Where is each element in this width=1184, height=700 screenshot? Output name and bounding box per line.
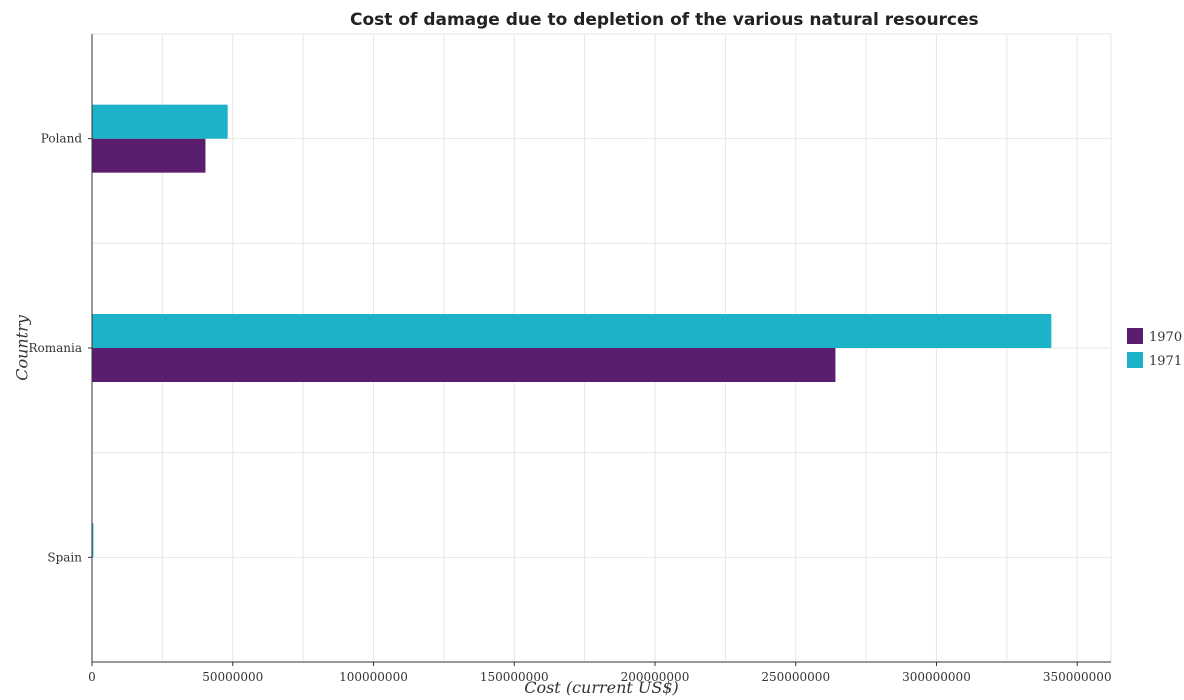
legend-swatch-1971 [1127, 352, 1143, 368]
x-tick-label: 300000000 [902, 670, 971, 684]
legend-label-1971: 1971 [1149, 354, 1182, 369]
chart-title: Cost of damage due to depletion of the v… [350, 10, 979, 30]
x-tick-label: 0 [88, 670, 96, 684]
y-tick-label: Spain [47, 550, 82, 564]
bar-romania-1971 [92, 314, 1052, 348]
bar-spain-1971 [92, 523, 94, 558]
legend-label-1970: 1970 [1149, 330, 1182, 345]
y-tick-label: Romania [28, 341, 82, 355]
x-tick-label: 150000000 [480, 670, 549, 684]
x-axis-title: Cost (current US$) [524, 678, 679, 697]
x-tick-label: 100000000 [339, 670, 408, 684]
bar-poland-1971 [92, 104, 228, 139]
x-tick-label: 250000000 [761, 670, 830, 684]
y-axis-title: Country [13, 314, 32, 381]
bars [92, 104, 1052, 558]
x-tick-label: 50000000 [202, 670, 263, 684]
axes: 0 50000000 100000000 150000000 200000000 2500… [28, 34, 1112, 684]
bar-poland-1970 [92, 138, 206, 173]
x-tick-label: 200000000 [621, 670, 690, 684]
x-tick-label: 350000000 [1043, 670, 1112, 684]
legend: 1970 1971 [1127, 328, 1182, 369]
bar-romania-1970 [92, 348, 836, 382]
legend-swatch-1970 [1127, 328, 1143, 344]
y-tick-label: Poland [41, 132, 83, 146]
